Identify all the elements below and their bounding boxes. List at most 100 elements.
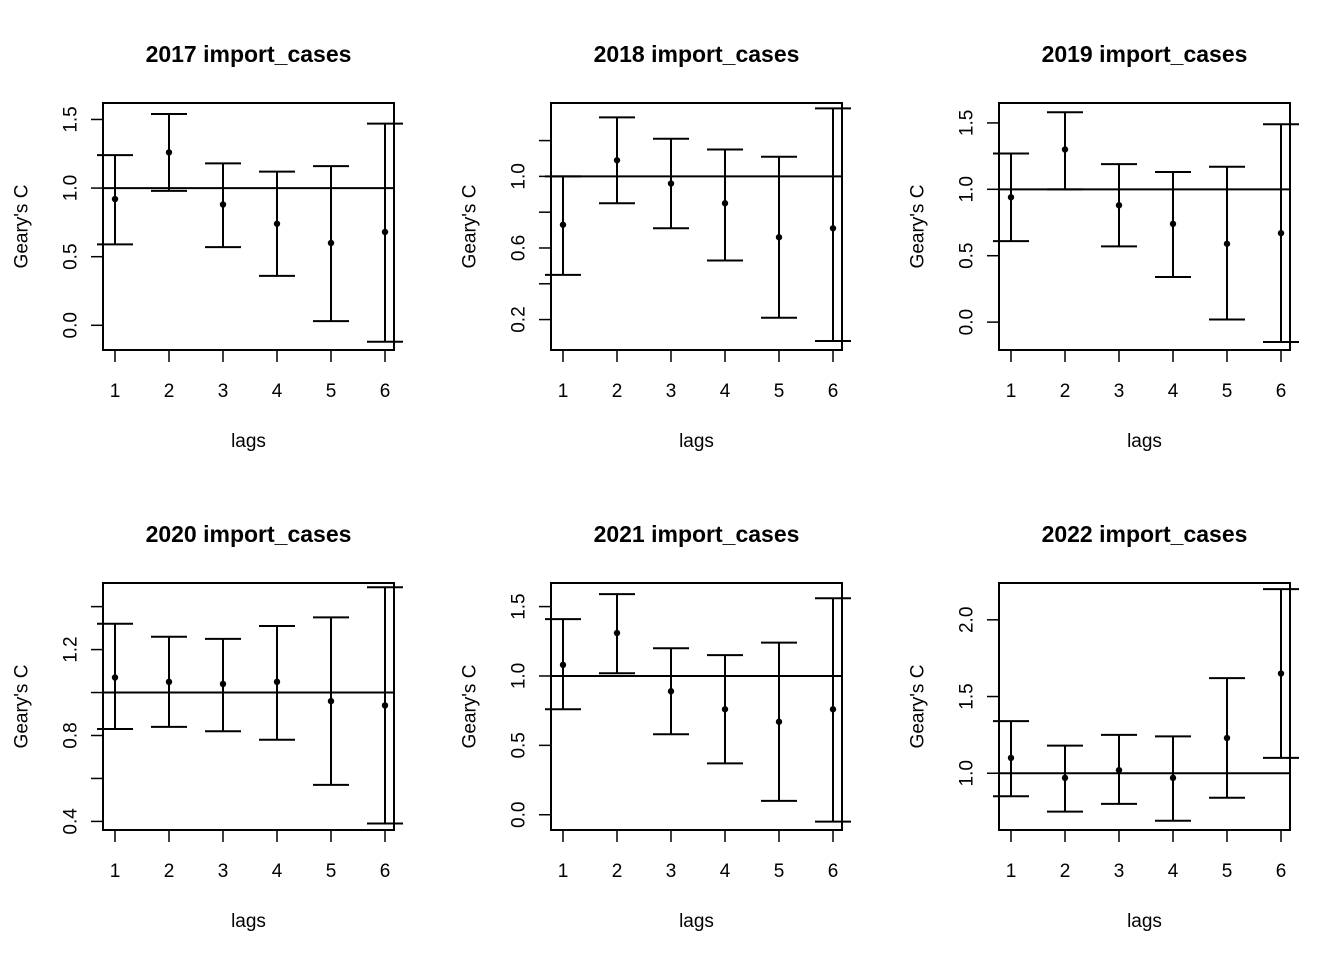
error-bar [151, 112, 187, 192]
data-point [1061, 774, 1069, 782]
plot-frame [102, 582, 395, 831]
data-point [111, 674, 119, 681]
plot-frame [550, 102, 843, 351]
error-bar [707, 654, 743, 765]
x-tick-label: 4 [272, 381, 283, 402]
error-bar [761, 155, 797, 319]
error-bar [815, 597, 851, 823]
y-tick-label: 1.2 [61, 636, 82, 662]
data-point [1223, 240, 1231, 247]
x-tick-label: 1 [558, 381, 569, 402]
data-point [667, 688, 675, 695]
data-point [559, 221, 567, 228]
x-tick-label: 6 [380, 861, 391, 882]
x-tick-label: 4 [1168, 861, 1179, 882]
data-point [165, 678, 173, 685]
x-tick-label: 2 [612, 861, 623, 882]
y-tick-label: 0.8 [61, 722, 82, 748]
y-tick-label: 1.5 [509, 593, 530, 619]
y-axis-label: Geary's C [908, 665, 929, 749]
chart-title: 2022 import_cases [1042, 521, 1248, 547]
error-bar [259, 170, 295, 277]
y-tick-label: 0.5 [61, 243, 82, 269]
data-point [667, 180, 675, 187]
data-point [327, 697, 335, 705]
error-bar [653, 137, 689, 230]
data-point [219, 680, 227, 688]
error-bar [993, 720, 1029, 798]
data-point [775, 234, 783, 241]
y-tick-label: 1.5 [957, 683, 978, 709]
x-tick-label: 3 [1114, 381, 1125, 402]
x-tick-label: 5 [326, 861, 337, 882]
data-point [1115, 766, 1123, 774]
y-tick-label: 0.0 [61, 312, 82, 338]
chart-title: 2020 import_cases [146, 521, 352, 547]
error-bar [1101, 163, 1137, 248]
error-bar [367, 586, 403, 825]
data-point [1115, 202, 1123, 209]
error-bar [1209, 165, 1245, 321]
x-tick-label: 6 [828, 861, 839, 882]
data-point [273, 678, 281, 685]
x-tick-label: 3 [218, 381, 229, 402]
x-tick-label: 2 [164, 381, 175, 402]
error-bar [1263, 123, 1299, 344]
x-axis-label: lags [231, 911, 266, 932]
error-bar [367, 122, 403, 343]
chart-panel: 2019 import_cases 0.0 0.5 1.0 1.5 1 2 3 4 5 6 lags G… [908, 41, 1299, 452]
error-bar [1047, 111, 1083, 191]
x-tick-label: 3 [1114, 861, 1125, 882]
data-point [829, 706, 837, 713]
y-tick-label: 0.0 [509, 802, 530, 828]
data-point [1061, 146, 1069, 153]
y-tick-label: 0.6 [509, 235, 530, 261]
data-point [1277, 229, 1285, 237]
x-axis-label: lags [679, 431, 714, 452]
x-tick-label: 2 [164, 861, 175, 882]
data-point [327, 239, 335, 247]
data-point [111, 195, 119, 203]
data-point [273, 220, 281, 227]
x-tick-label: 6 [1276, 381, 1287, 402]
x-tick-label: 3 [218, 861, 229, 882]
y-tick-label: 0.5 [957, 243, 978, 269]
y-tick-label: 1.5 [61, 106, 82, 132]
error-bar [1101, 733, 1137, 805]
chart-panel: 2021 import_cases 0.0 0.5 1.0 1.5 1 2 3 4 5 6 lags G… [460, 521, 851, 932]
error-bar [1209, 677, 1245, 799]
x-axis-label: lags [679, 911, 714, 932]
plot-frame [550, 582, 843, 831]
data-point [1007, 194, 1015, 201]
data-point [829, 225, 837, 232]
x-tick-label: 5 [1222, 861, 1233, 882]
x-tick-label: 4 [720, 381, 731, 402]
plot-frame [102, 102, 395, 351]
error-bar [599, 116, 635, 205]
data-point [613, 157, 621, 164]
error-bar [151, 635, 187, 728]
error-bar [259, 624, 295, 741]
y-tick-label: 1.0 [509, 163, 530, 189]
data-point [613, 629, 621, 637]
y-tick-label: 0.0 [957, 309, 978, 335]
x-tick-label: 1 [558, 861, 569, 882]
x-tick-label: 1 [110, 381, 121, 402]
y-tick-label: 1.0 [957, 176, 978, 202]
chart-title: 2021 import_cases [594, 521, 800, 547]
error-bar [653, 647, 689, 736]
data-point [381, 228, 389, 236]
chart-panel: 2018 import_cases 0.2 0.6 1.0 1 2 3 4 5 6 lags Gear… [460, 41, 851, 452]
y-tick-label: 1.0 [61, 175, 82, 201]
x-tick-label: 4 [720, 861, 731, 882]
error-bar [545, 618, 581, 711]
x-tick-label: 1 [110, 861, 121, 882]
data-point [1223, 734, 1231, 742]
x-tick-label: 6 [1276, 861, 1287, 882]
data-point [775, 718, 783, 725]
x-tick-label: 2 [612, 381, 623, 402]
x-tick-label: 5 [774, 861, 785, 882]
x-tick-label: 5 [1222, 381, 1233, 402]
y-tick-label: 0.4 [61, 808, 82, 835]
